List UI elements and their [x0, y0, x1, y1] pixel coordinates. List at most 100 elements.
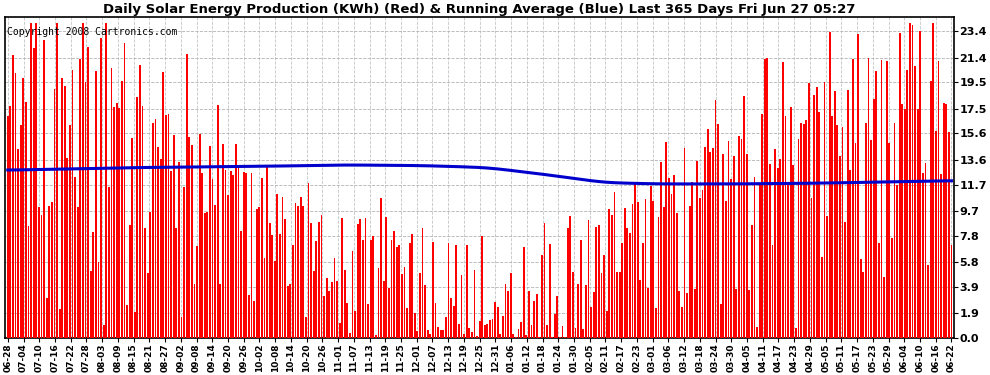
Bar	[665, 142, 667, 338]
Bar	[808, 83, 810, 338]
Bar	[494, 302, 496, 338]
Bar	[463, 334, 465, 338]
Bar	[745, 154, 747, 338]
Bar	[220, 284, 222, 338]
Bar	[233, 175, 235, 338]
Bar	[50, 202, 52, 338]
Bar	[526, 336, 528, 338]
Bar	[142, 106, 144, 338]
Bar	[894, 123, 895, 338]
Bar	[427, 330, 429, 338]
Bar	[907, 70, 908, 338]
Bar	[134, 312, 136, 338]
Bar	[771, 245, 773, 338]
Bar	[702, 190, 704, 338]
Bar	[644, 200, 646, 338]
Bar	[98, 262, 99, 338]
Bar	[629, 233, 631, 338]
Bar	[396, 247, 398, 338]
Bar	[888, 143, 890, 338]
Bar	[920, 30, 922, 338]
Bar	[12, 55, 14, 338]
Bar	[165, 114, 167, 338]
Bar	[370, 240, 371, 338]
Bar	[635, 182, 636, 338]
Bar	[129, 225, 131, 338]
Text: Copyright 2008 Cartronics.com: Copyright 2008 Cartronics.com	[7, 27, 177, 37]
Bar	[295, 203, 296, 338]
Bar	[238, 166, 240, 338]
Bar	[826, 216, 828, 338]
Bar	[137, 98, 139, 338]
Bar	[766, 58, 768, 338]
Bar	[660, 162, 662, 338]
Bar	[694, 290, 696, 338]
Bar	[619, 272, 621, 338]
Bar	[632, 204, 634, 338]
Bar	[84, 81, 86, 338]
Bar	[647, 288, 649, 338]
Bar	[873, 99, 874, 338]
Bar	[531, 325, 533, 338]
Bar	[518, 329, 520, 338]
Bar	[92, 232, 94, 338]
Bar	[622, 243, 623, 338]
Bar	[121, 81, 123, 338]
Bar	[362, 240, 364, 338]
Bar	[717, 124, 719, 338]
Bar	[302, 206, 304, 338]
Bar	[523, 247, 525, 338]
Bar	[655, 308, 656, 338]
Bar	[344, 270, 346, 338]
Bar	[411, 234, 413, 338]
Bar	[100, 38, 102, 338]
Bar	[17, 149, 19, 338]
Bar	[582, 329, 584, 338]
Bar	[308, 183, 310, 338]
Bar	[271, 235, 273, 338]
Bar	[686, 293, 688, 338]
Bar	[624, 208, 626, 338]
Bar	[948, 132, 949, 338]
Bar	[736, 289, 738, 338]
Bar	[253, 301, 255, 338]
Bar	[704, 147, 706, 338]
Bar	[113, 107, 115, 338]
Bar	[725, 201, 727, 338]
Bar	[643, 243, 644, 338]
Bar	[699, 198, 701, 338]
Bar	[536, 294, 538, 338]
Bar	[356, 224, 358, 338]
Bar	[710, 152, 711, 338]
Bar	[25, 102, 27, 338]
Bar	[188, 136, 190, 338]
Bar	[346, 303, 348, 338]
Bar	[824, 82, 826, 338]
Bar	[77, 207, 78, 338]
Bar	[279, 234, 281, 338]
Bar	[175, 228, 177, 338]
Bar	[561, 326, 563, 338]
Bar	[489, 320, 491, 338]
Bar	[15, 73, 17, 338]
Bar	[813, 94, 815, 338]
Bar	[598, 225, 600, 338]
Bar	[904, 109, 906, 338]
Bar	[564, 337, 566, 338]
Bar	[731, 179, 732, 338]
Bar	[44, 40, 45, 338]
Bar	[777, 168, 779, 338]
Bar	[854, 143, 856, 338]
Bar	[471, 332, 473, 338]
Bar	[551, 337, 553, 338]
Bar	[743, 96, 744, 338]
Bar	[935, 131, 937, 338]
Bar	[230, 171, 232, 338]
Bar	[95, 70, 97, 338]
Bar	[300, 197, 302, 338]
Bar	[432, 242, 434, 338]
Bar	[367, 304, 369, 338]
Bar	[816, 87, 818, 338]
Bar	[829, 32, 831, 338]
Bar	[574, 328, 576, 338]
